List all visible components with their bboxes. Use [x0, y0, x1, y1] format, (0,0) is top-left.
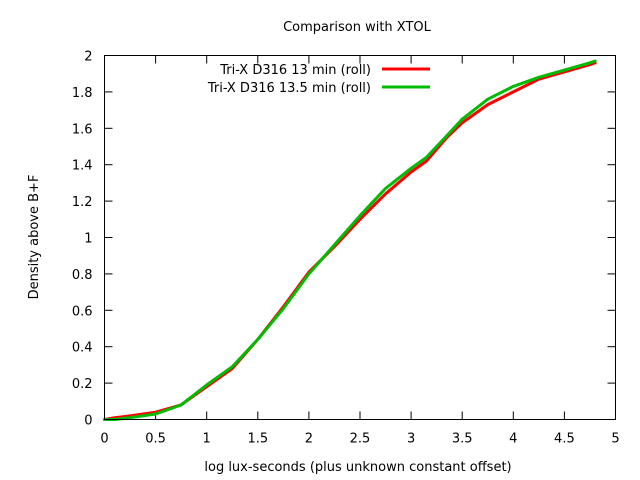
plot-frame — [104, 55, 616, 420]
x-tick-label: 4 — [509, 432, 517, 447]
chart-title: Comparison with XTOL — [283, 20, 432, 35]
y-tick-label: 1.2 — [72, 195, 93, 210]
x-tick-label: 4.5 — [554, 432, 575, 447]
y-tick-label: 1.6 — [72, 122, 93, 137]
y-axis-label: Density above B+F — [27, 175, 42, 300]
y-tick-label: 0 — [84, 414, 92, 429]
x-tick-label: 1.5 — [247, 432, 268, 447]
x-tick-label: 3.5 — [452, 432, 473, 447]
y-tick-label: 0.6 — [72, 304, 93, 319]
x-tick-label: 0.5 — [145, 432, 166, 447]
x-axis-label: log lux-seconds (plus unknown constant o… — [204, 460, 511, 475]
x-tick-label: 2.5 — [350, 432, 371, 447]
legend-label-2: Tri-X D316 13.5 min (roll) — [207, 81, 371, 96]
y-tick-label: 0.4 — [72, 341, 93, 356]
x-tick-label: 2 — [305, 432, 313, 447]
y-tick-label: 2 — [84, 50, 92, 65]
y-tick-label: 0.2 — [72, 377, 93, 392]
series-lines — [103, 59, 597, 421]
series-line-1 — [103, 61, 597, 421]
legend-label-1: Tri-X D316 13 min (roll) — [219, 63, 371, 78]
x-tick-label: 5 — [611, 432, 619, 447]
y-tick-label: 0.8 — [72, 268, 93, 283]
axis-ticks: 0 0.5 1 1.5 2 2.5 3 3.5 4 4.5 5 0 0.2 0.4 0.6 0.8 1 1.2 1.… — [72, 50, 620, 447]
y-tick-label: 1.4 — [72, 159, 93, 174]
series-line-2 — [103, 59, 597, 421]
y-tick-label: 1 — [84, 232, 92, 247]
x-tick-label: 0 — [100, 432, 108, 447]
x-tick-label: 1 — [203, 432, 211, 447]
legend: Tri-X D316 13 min (roll) Tri-X D316 13.5 … — [207, 63, 430, 96]
x-tick-label: 3 — [407, 432, 415, 447]
y-tick-label: 1.8 — [72, 86, 93, 101]
